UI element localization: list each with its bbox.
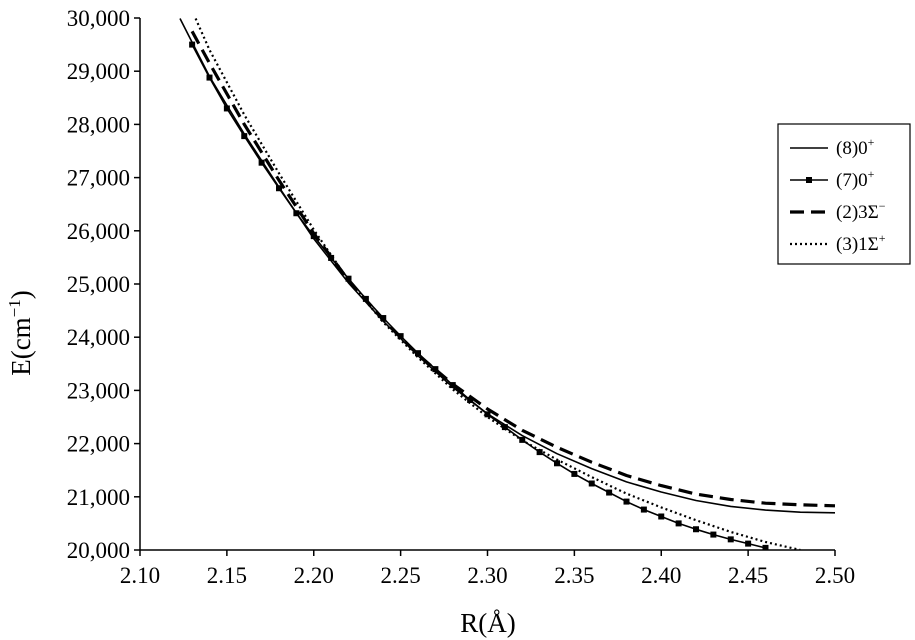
x-axis-label: R(Å): [460, 608, 516, 638]
x-tick-label: 2.10: [120, 563, 160, 588]
series-line-4: [194, 18, 801, 550]
series-marker: [710, 531, 717, 538]
legend: (8)0+ (7)0+ (2)3Σ− (3)1Σ+: [777, 123, 911, 265]
series-line-2: [191, 44, 766, 549]
legend-label: (3)1Σ+: [836, 231, 886, 255]
y-tick-label: 23,000: [67, 378, 130, 403]
series-marker: [623, 498, 630, 505]
series-marker: [762, 544, 769, 550]
series-marker: [310, 233, 317, 240]
legend-label: (7)0+: [836, 167, 875, 191]
series-marker: [432, 366, 439, 373]
series-line-1: [179, 18, 836, 514]
y-tick-label: 24,000: [67, 325, 130, 350]
legend-marker: [806, 177, 812, 183]
ticks: 20,000 21,000 22,000 23,000 24,000 25,000 26,0…: [67, 6, 855, 588]
y-tick-label: 22,000: [67, 432, 130, 457]
y-axis-label: E(cm−1): [5, 290, 36, 376]
series-marker: [501, 424, 508, 431]
series-marker: [606, 489, 613, 496]
y-axis-label-main: E(cm: [6, 317, 36, 375]
x-tick-label: 2.20: [294, 563, 334, 588]
series-marker: [675, 520, 682, 527]
x-tick-label: 2.45: [728, 563, 768, 588]
y-tick-label: 21,000: [67, 485, 130, 510]
series-marker: [554, 460, 560, 467]
series-marker: [640, 506, 647, 513]
series-marker: [588, 480, 595, 487]
series-marker: [693, 526, 699, 533]
legend-label: (2)3Σ−: [836, 199, 886, 223]
legend-label: (8)0+: [836, 135, 875, 159]
series-marker: [258, 159, 265, 166]
series-marker: [189, 41, 196, 48]
y-tick-label: 25,000: [67, 272, 130, 297]
plot-lines: [179, 18, 836, 550]
series-marker: [745, 540, 752, 547]
series-marker: [345, 275, 352, 282]
series-marker: [571, 470, 578, 477]
y-tick-label: 29,000: [67, 59, 130, 84]
series-marker: [206, 74, 213, 81]
y-axis-label-sup: −1: [5, 299, 24, 317]
y-tick-label: 30,000: [67, 6, 130, 31]
axes: [139, 18, 835, 551]
series-marker: [276, 185, 282, 192]
series-marker: [293, 210, 300, 217]
y-tick-label: 27,000: [67, 166, 130, 191]
series-marker: [328, 254, 335, 261]
y-tick-label: 26,000: [67, 219, 130, 244]
series-marker: [727, 536, 734, 543]
series-marker: [467, 396, 474, 403]
series-marker: [223, 105, 230, 112]
series-marker: [241, 133, 248, 140]
series-line-3: [190, 30, 836, 508]
y-tick-label: 20,000: [67, 538, 130, 563]
y-axis-label-close: ): [6, 290, 36, 299]
x-tick-label: 2.25: [381, 563, 421, 588]
x-tick-label: 2.40: [641, 563, 681, 588]
series-marker: [484, 411, 491, 418]
series-marker: [415, 350, 421, 357]
x-tick-label: 2.30: [467, 563, 507, 588]
x-tick-label: 2.50: [815, 563, 855, 588]
y-tick-label: 28,000: [67, 112, 130, 137]
x-tick-label: 2.15: [207, 563, 247, 588]
series-marker: [658, 513, 665, 520]
x-tick-label: 2.35: [554, 563, 594, 588]
series-marker: [536, 449, 543, 456]
